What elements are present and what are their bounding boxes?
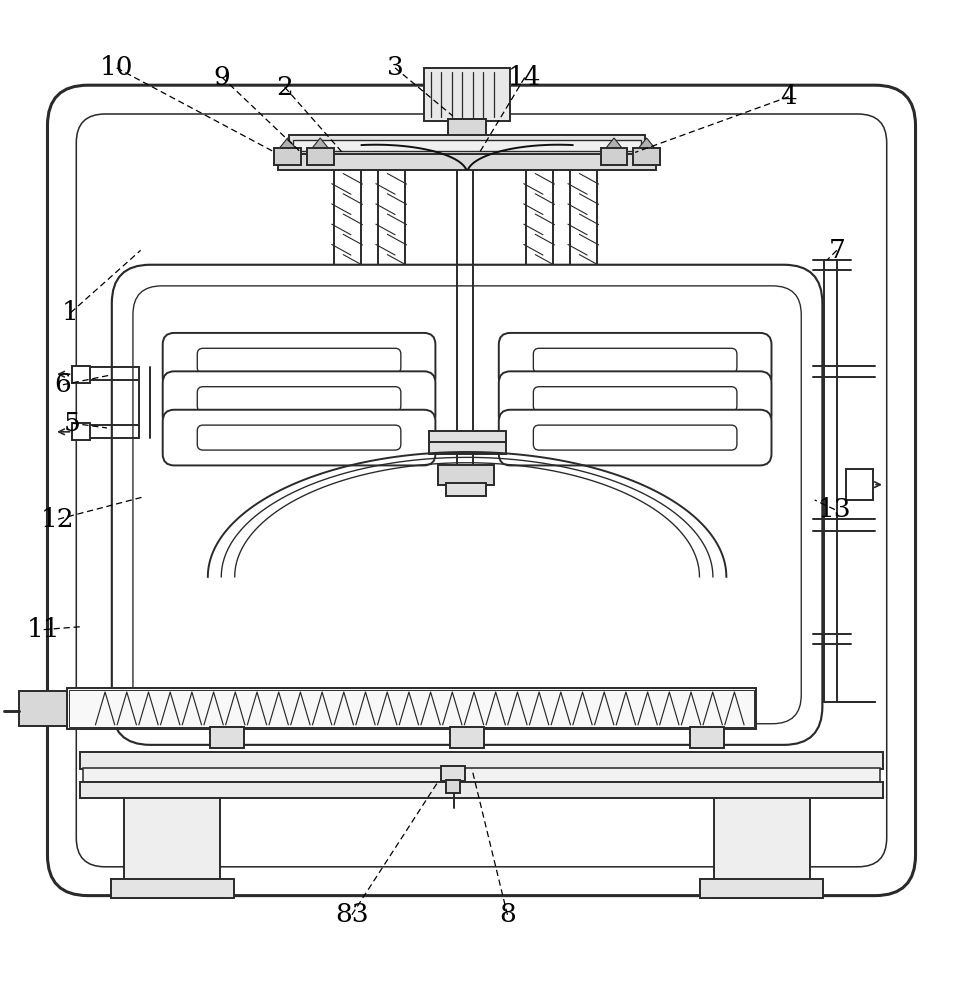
Bar xyxy=(700,879,823,898)
Bar xyxy=(274,148,301,165)
Text: 1: 1 xyxy=(63,300,79,325)
Text: 12: 12 xyxy=(41,507,75,532)
Text: 4: 4 xyxy=(780,84,797,109)
FancyBboxPatch shape xyxy=(499,333,771,389)
Bar xyxy=(278,154,656,170)
Bar xyxy=(601,148,628,165)
Bar xyxy=(290,135,645,156)
Bar xyxy=(446,483,486,496)
Bar xyxy=(83,768,880,783)
Polygon shape xyxy=(313,138,327,148)
Text: 2: 2 xyxy=(276,75,293,100)
Bar xyxy=(846,469,873,500)
Polygon shape xyxy=(607,138,622,148)
Bar xyxy=(448,119,486,145)
Bar xyxy=(68,690,754,727)
Text: 5: 5 xyxy=(65,411,81,436)
Bar xyxy=(66,688,756,729)
Bar xyxy=(210,727,245,748)
FancyBboxPatch shape xyxy=(499,371,771,427)
Text: 9: 9 xyxy=(214,65,230,90)
Bar xyxy=(429,431,506,454)
Bar xyxy=(307,148,333,165)
FancyBboxPatch shape xyxy=(499,410,771,465)
FancyBboxPatch shape xyxy=(47,85,916,896)
Bar xyxy=(450,727,484,748)
Text: 8: 8 xyxy=(499,902,516,927)
Text: 6: 6 xyxy=(55,372,71,397)
Bar xyxy=(634,148,660,165)
Bar xyxy=(714,793,810,898)
Text: 83: 83 xyxy=(335,902,369,927)
Text: 11: 11 xyxy=(27,617,61,642)
FancyBboxPatch shape xyxy=(163,371,435,427)
Bar xyxy=(18,691,66,726)
Bar xyxy=(438,465,494,485)
Bar xyxy=(80,752,883,769)
Text: 3: 3 xyxy=(386,55,403,80)
Text: 13: 13 xyxy=(818,497,851,522)
Bar xyxy=(72,366,90,383)
Text: 14: 14 xyxy=(508,65,541,90)
Bar xyxy=(446,780,460,793)
Text: 10: 10 xyxy=(100,55,133,80)
FancyBboxPatch shape xyxy=(112,265,822,745)
Bar xyxy=(441,766,465,781)
Polygon shape xyxy=(639,138,654,148)
Bar xyxy=(80,782,883,798)
Bar xyxy=(424,68,510,121)
FancyBboxPatch shape xyxy=(163,410,435,465)
FancyBboxPatch shape xyxy=(163,333,435,389)
Bar xyxy=(124,793,221,898)
Bar xyxy=(690,727,724,748)
Bar xyxy=(294,140,641,151)
Bar xyxy=(111,879,234,898)
Bar xyxy=(72,423,90,440)
Text: 7: 7 xyxy=(828,238,846,263)
Polygon shape xyxy=(280,138,296,148)
